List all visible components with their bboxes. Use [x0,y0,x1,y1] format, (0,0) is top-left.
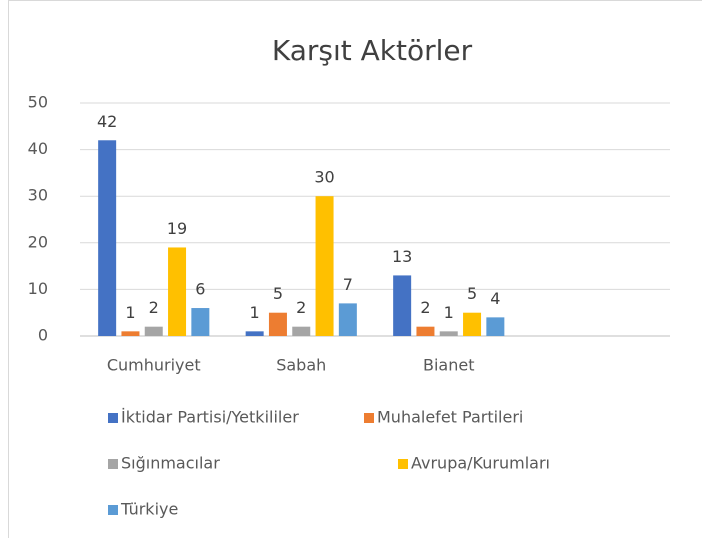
chart-frame [8,0,702,538]
legend-label: Türkiye [120,500,178,519]
data-label: 30 [314,168,334,187]
legend-label: İktidar Partisi/Yetkililer [121,408,299,427]
x-tick-label: Sabah [276,356,326,375]
x-tick-label: Bianet [423,356,474,375]
y-tick-label: 10 [28,279,48,298]
y-tick-label: 30 [28,186,48,205]
bar [168,247,187,336]
data-label: 1 [250,303,260,322]
data-label: 5 [273,284,283,303]
y-tick-label: 20 [28,232,48,251]
data-label: 5 [467,284,477,303]
data-label: 2 [296,298,306,317]
y-tick-label: 40 [28,139,48,158]
legend-label: Sığınmacılar [121,454,220,473]
bar [144,326,163,336]
legend-label: Avrupa/Kurumları [411,454,550,473]
bar [268,312,287,336]
y-tick-label: 50 [28,93,48,112]
data-label: 19 [167,219,187,238]
bar [121,331,140,336]
data-label: 2 [149,298,159,317]
chart-title: Karşıt Aktörler [272,34,473,67]
legend-label: Muhalefet Partileri [377,408,523,427]
data-label: 2 [420,298,430,317]
legend-swatch [108,459,118,469]
bar [393,275,412,336]
x-tick-label: Cumhuriyet [107,356,201,375]
bar [245,331,264,336]
data-label: 13 [392,247,412,266]
bar [191,308,210,336]
legend-swatch [398,459,408,469]
bar [463,312,482,336]
bar [292,326,311,336]
bar [98,140,117,336]
bar [338,303,357,336]
data-label: 1 [444,303,454,322]
data-label: 6 [195,280,205,299]
bar [315,196,334,336]
data-label: 7 [343,275,353,294]
legend-swatch [108,413,118,423]
legend-swatch [108,505,118,515]
legend-swatch [364,413,374,423]
y-tick-label: 0 [38,326,48,345]
data-label: 42 [97,112,117,131]
bar [416,326,435,336]
data-label: 1 [125,303,135,322]
bar [439,331,458,336]
bar [486,317,505,336]
data-label: 4 [490,289,500,308]
